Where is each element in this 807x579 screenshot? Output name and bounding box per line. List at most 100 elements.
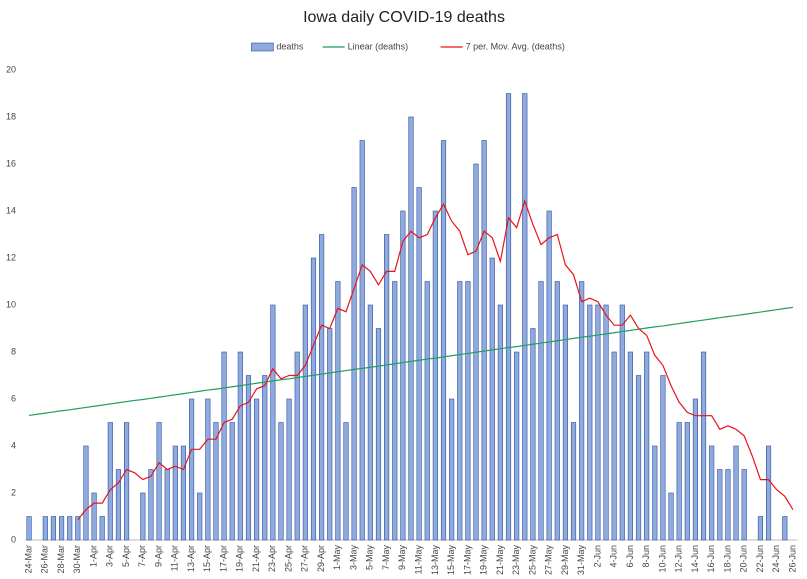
bar	[245, 375, 252, 541]
bar	[58, 516, 65, 541]
bar	[440, 140, 447, 541]
bar	[91, 492, 97, 541]
bar	[237, 351, 243, 541]
x-tick-label: 3-May	[348, 545, 358, 571]
x-tick-label: 22-Jun	[755, 545, 765, 573]
bar	[99, 516, 105, 541]
bar	[26, 516, 32, 541]
x-tick-label: 7-May	[381, 545, 391, 571]
y-tick-label: 10	[6, 299, 16, 309]
bar	[692, 398, 698, 541]
bar	[627, 351, 633, 541]
legend-label: 7 per. Mov. Avg. (deaths)	[466, 41, 565, 51]
x-tick-label: 21-May	[495, 545, 505, 576]
y-tick-label: 0	[11, 534, 16, 544]
x-tick-label: 27-May	[544, 545, 554, 576]
x-tick-label: 24-Mar	[23, 545, 33, 574]
bar	[449, 398, 455, 541]
x-tick-label: 3-Apr	[105, 545, 115, 567]
bar	[115, 469, 122, 541]
x-tick-label: 9-May	[397, 545, 407, 571]
bar	[432, 210, 438, 541]
bar	[765, 445, 772, 541]
bar	[676, 422, 682, 541]
bar	[595, 304, 601, 541]
bar	[254, 398, 260, 541]
y-tick-label: 18	[6, 111, 16, 121]
x-tick-label: 20-Jun	[739, 545, 749, 573]
x-tick-label: 11-Apr	[170, 545, 180, 571]
bar	[522, 93, 528, 541]
bar	[124, 422, 130, 541]
bar	[603, 304, 609, 541]
x-tick-label: 12-Jun	[674, 545, 684, 573]
bar	[83, 445, 89, 541]
bar	[180, 445, 187, 541]
x-tick-label: 26-Mar	[40, 545, 50, 574]
bar	[164, 469, 170, 541]
x-tick-label: 25-Apr	[283, 545, 293, 572]
bar	[481, 140, 487, 541]
x-tick-label: 5-Apr	[121, 545, 131, 567]
line	[28, 306, 794, 417]
bar	[278, 422, 284, 541]
bar	[700, 351, 707, 541]
bar	[148, 469, 154, 541]
bar	[270, 304, 276, 541]
x-tick-label: 14-Jun	[690, 545, 700, 573]
x-tick-label: 18-Jun	[722, 545, 732, 573]
x-tick-label: 1-May	[332, 545, 342, 571]
chart-title: Iowa daily COVID-19 deaths	[303, 9, 505, 26]
bar	[562, 304, 568, 541]
bar	[229, 422, 235, 541]
bar	[652, 445, 658, 541]
x-tick-label: 13-Apr	[186, 545, 196, 572]
bar	[741, 469, 747, 541]
x-tick-label: 29-Apr	[316, 545, 326, 572]
x-tick-label: 5-May	[365, 545, 375, 571]
y-tick-label: 14	[6, 205, 16, 215]
x-tick-label: 19-Apr	[235, 545, 245, 572]
y-tick-label: 6	[11, 393, 16, 403]
bar	[286, 398, 292, 541]
y-tick-label: 16	[6, 158, 16, 168]
legend-label: Linear (deaths)	[348, 41, 409, 51]
bar	[530, 328, 536, 541]
bar	[465, 281, 471, 541]
x-tick-label: 30-Mar	[72, 545, 82, 574]
bar	[335, 281, 341, 541]
bar	[310, 257, 317, 541]
bar	[375, 328, 382, 541]
x-tick-label: 1-Apr	[88, 545, 98, 567]
bar	[587, 304, 593, 541]
bar	[327, 328, 333, 541]
legend-swatch	[251, 42, 274, 52]
bar	[42, 516, 48, 541]
y-tick-label: 20	[6, 64, 16, 74]
bar	[359, 140, 365, 541]
x-tick-label: 9-Apr	[153, 545, 163, 567]
bar	[782, 516, 788, 541]
bar	[660, 375, 666, 541]
bar	[172, 445, 178, 541]
x-tick-label: 17-May	[462, 545, 472, 576]
bar	[400, 210, 406, 541]
bar	[50, 516, 57, 541]
x-tick-label: 13-May	[430, 545, 440, 576]
x-tick-label: 2-Jun	[592, 545, 602, 568]
x-tick-label: 15-Apr	[202, 545, 212, 572]
x-tick-label: 19-May	[479, 545, 489, 576]
x-tick-label: 28-Mar	[56, 545, 66, 574]
bar	[294, 351, 300, 541]
x-tick-label: 8-Jun	[641, 545, 651, 568]
x-tick-label: 7-Apr	[137, 545, 147, 567]
bar	[75, 516, 81, 541]
bar	[107, 422, 113, 541]
x-tick-label: 16-Jun	[706, 545, 716, 573]
bar	[424, 281, 430, 541]
x-tick-label: 17-Apr	[218, 545, 228, 572]
bar	[684, 422, 690, 541]
line	[77, 198, 794, 521]
bar	[457, 281, 463, 541]
